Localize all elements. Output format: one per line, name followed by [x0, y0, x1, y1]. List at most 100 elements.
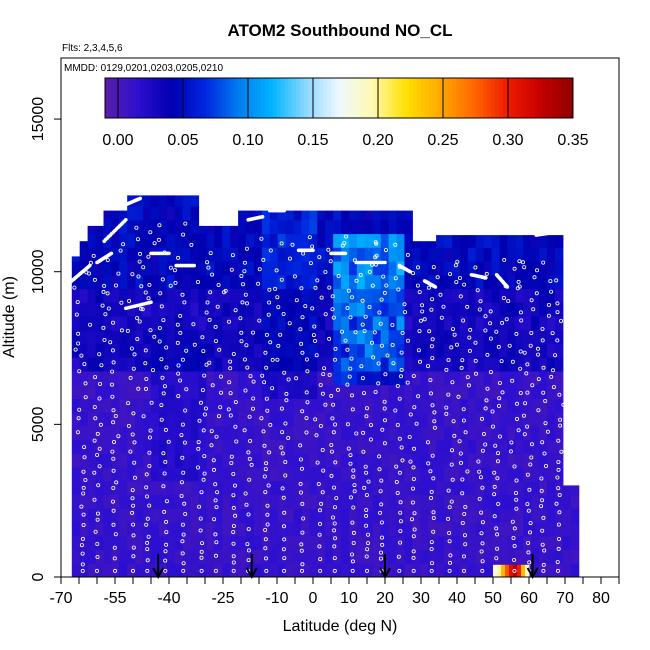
heatmap-cell — [111, 494, 120, 509]
heatmap-cell — [246, 210, 255, 221]
heatmap-cell — [523, 453, 532, 468]
heatmap-cell — [475, 522, 485, 537]
heatmap-cell — [111, 508, 120, 523]
sample-point — [131, 545, 136, 550]
sample-point — [299, 286, 304, 291]
sample-point — [152, 241, 157, 246]
sample-point — [182, 501, 187, 506]
heatmap-cell — [539, 453, 548, 468]
sample-point — [163, 568, 168, 573]
heatmap-cell — [356, 522, 366, 537]
sample-point — [379, 343, 384, 348]
sample-point — [353, 330, 358, 335]
sample-point — [480, 520, 485, 525]
sample-point — [111, 360, 116, 365]
sample-point — [365, 532, 370, 537]
heatmap-cell — [420, 384, 429, 399]
heatmap-cell — [238, 288, 247, 303]
heatmap-cell — [523, 535, 532, 551]
sample-point — [113, 532, 118, 537]
heatmap-cell — [420, 261, 429, 276]
heatmap-cell — [87, 357, 97, 372]
heatmap-cell — [103, 480, 112, 496]
heatmap-cell — [475, 288, 485, 303]
heatmap-cell — [222, 425, 231, 441]
heatmap-cell — [333, 563, 342, 577]
colorbar-segment — [510, 78, 515, 118]
heatmap-cell — [428, 357, 437, 372]
sample-point — [420, 303, 425, 308]
sample-point — [131, 533, 136, 538]
colorbar-segment — [541, 78, 547, 118]
heatmap-cell — [364, 329, 374, 344]
heatmap-cell — [135, 508, 144, 523]
heatmap-cell — [396, 508, 405, 523]
sample-point — [329, 473, 334, 478]
heatmap-cell — [380, 357, 390, 372]
heatmap-cell — [222, 439, 231, 454]
heatmap-cell — [483, 480, 493, 496]
heatmap-cell — [404, 494, 413, 509]
heatmap-cell — [547, 508, 556, 523]
sample-point — [279, 406, 284, 411]
sample-point — [240, 300, 245, 305]
heatmap-cell — [285, 316, 295, 331]
sample-point — [556, 568, 561, 573]
heatmap-cell — [309, 439, 318, 454]
heatmap-cell — [158, 453, 168, 468]
heatmap-cell — [412, 316, 421, 331]
sample-point — [367, 304, 372, 309]
heatmap-cell — [119, 425, 128, 441]
heatmap-cell — [539, 384, 548, 399]
heatmap-cell — [158, 563, 168, 577]
colorbar-segment — [448, 78, 453, 118]
sample-point — [243, 491, 248, 496]
heatmap-cell — [261, 494, 271, 509]
sample-point — [409, 517, 414, 522]
heatmap-cell — [491, 343, 501, 358]
colorbar-segment — [319, 78, 324, 118]
colorbar-segment — [366, 78, 371, 118]
sample-point — [412, 405, 417, 410]
heatmap-cell — [230, 384, 239, 399]
sample-point — [264, 332, 269, 337]
sample-point — [228, 391, 233, 396]
heatmap-cell — [317, 508, 326, 523]
heatmap-cell — [293, 508, 303, 523]
heatmap-cell — [198, 535, 207, 551]
sample-point — [110, 449, 115, 454]
heatmap-cell — [151, 219, 160, 235]
sample-point — [460, 358, 465, 363]
heatmap-cell — [277, 508, 287, 523]
sample-point — [352, 489, 357, 494]
sample-point — [481, 431, 486, 436]
sample-point — [250, 330, 255, 335]
heatmap-cell — [388, 439, 398, 454]
sample-point — [510, 359, 515, 364]
heatmap-cell — [151, 480, 160, 496]
heatmap-cell — [103, 425, 112, 441]
heatmap-cell — [515, 522, 524, 537]
heatmap-cell — [547, 412, 556, 427]
heatmap-cell — [135, 261, 144, 276]
heatmap-cell — [372, 398, 382, 413]
heatmap-cell — [523, 494, 532, 509]
heatmap-cell — [372, 508, 382, 523]
heatmap-cell — [396, 384, 405, 399]
sample-point — [514, 490, 519, 495]
heatmap-cell — [547, 453, 556, 468]
sample-point — [232, 483, 237, 488]
sample-point — [382, 418, 387, 423]
sample-point — [231, 524, 236, 529]
heatmap-cell — [95, 261, 105, 276]
heatmap-cell — [277, 412, 287, 427]
heatmap-cell — [499, 439, 508, 454]
heatmap-cell — [190, 480, 200, 496]
sample-point — [75, 430, 80, 435]
heatmap-cell — [420, 316, 429, 331]
sample-point — [521, 413, 526, 418]
sample-point — [284, 391, 289, 396]
heatmap-cell — [103, 508, 112, 523]
heatmap-cell — [190, 329, 200, 344]
sample-point — [245, 365, 250, 370]
